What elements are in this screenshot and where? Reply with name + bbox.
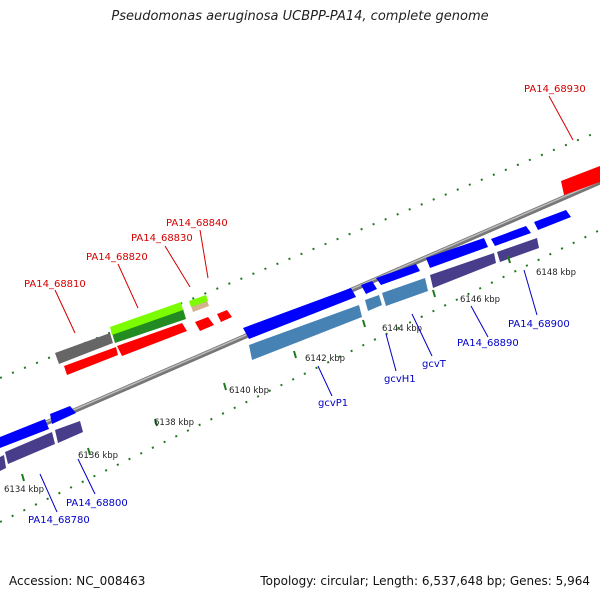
gene-feature[interactable]	[243, 288, 356, 339]
tick-label: 6144 kbp	[382, 324, 422, 334]
tick-label: 6138 kbp	[154, 418, 194, 428]
gene-feature[interactable]	[249, 305, 362, 360]
gene-label[interactable]: PA14_68810	[24, 279, 86, 290]
gene-feature[interactable]	[365, 295, 382, 311]
gene-label[interactable]: PA14_68930	[524, 84, 586, 95]
gene-feature[interactable]	[110, 302, 183, 335]
gene-label[interactable]: gcvH1	[384, 374, 416, 385]
genome-meta-text: Topology: circular; Length: 6,537,648 bp…	[260, 574, 590, 588]
gene-feature[interactable]	[382, 278, 428, 306]
gene-feature[interactable]	[561, 166, 600, 195]
accession-text: Accession: NC_008463	[9, 574, 146, 588]
forward-strand-features	[55, 166, 600, 375]
gene-feature[interactable]	[50, 406, 76, 424]
gene-feature[interactable]	[117, 323, 187, 356]
tick-label: 6148 kbp	[536, 268, 576, 278]
gene-feature[interactable]	[64, 347, 118, 375]
forward-label-leaders	[54, 95, 574, 334]
ticks	[21, 255, 511, 482]
gene-feature[interactable]	[55, 421, 83, 443]
reverse-label-leaders	[39, 269, 538, 513]
gene-feature[interactable]	[430, 253, 496, 288]
gene-feature[interactable]	[0, 419, 49, 448]
gene-label[interactable]: PA14_68820	[86, 252, 148, 263]
gene-feature[interactable]	[376, 264, 420, 285]
map-title: Pseudomonas aeruginosa UCBPP-PA14, compl…	[111, 9, 489, 24]
gene-feature[interactable]	[497, 238, 539, 262]
gene-label[interactable]: gcvT	[422, 359, 447, 370]
tick-label: 6146 kbp	[460, 295, 500, 305]
gene-feature[interactable]	[534, 210, 571, 230]
inner-guide-ring	[0, 229, 600, 523]
gene-feature[interactable]	[361, 281, 377, 294]
gene-label[interactable]: gcvP1	[318, 398, 348, 409]
reverse-strand-features	[0, 238, 539, 471]
gene-feature[interactable]	[426, 238, 488, 268]
gene-feature[interactable]	[491, 226, 531, 246]
tick-label: 6142 kbp	[305, 354, 345, 364]
gene-label[interactable]: PA14_68840	[166, 218, 228, 229]
gene-feature[interactable]	[55, 333, 113, 364]
gene-feature[interactable]	[189, 295, 208, 307]
gene-label[interactable]: PA14_68780	[28, 515, 90, 526]
gene-label[interactable]: PA14_68900	[508, 319, 570, 330]
gene-label[interactable]: PA14_68830	[131, 233, 193, 244]
tick-label: 6140 kbp	[229, 386, 269, 396]
gene-feature[interactable]	[5, 432, 55, 464]
gene-label[interactable]: PA14_68890	[457, 338, 519, 349]
gene-feature[interactable]	[0, 455, 6, 471]
tick-label: 6134 kbp	[4, 485, 44, 495]
gene-feature[interactable]	[191, 300, 209, 312]
tick-label: 6136 kbp	[78, 451, 118, 461]
gene-feature[interactable]	[195, 317, 214, 331]
gene-label[interactable]: PA14_68800	[66, 498, 128, 509]
gene-feature[interactable]	[217, 310, 232, 322]
gene-feature[interactable]	[112, 309, 186, 343]
